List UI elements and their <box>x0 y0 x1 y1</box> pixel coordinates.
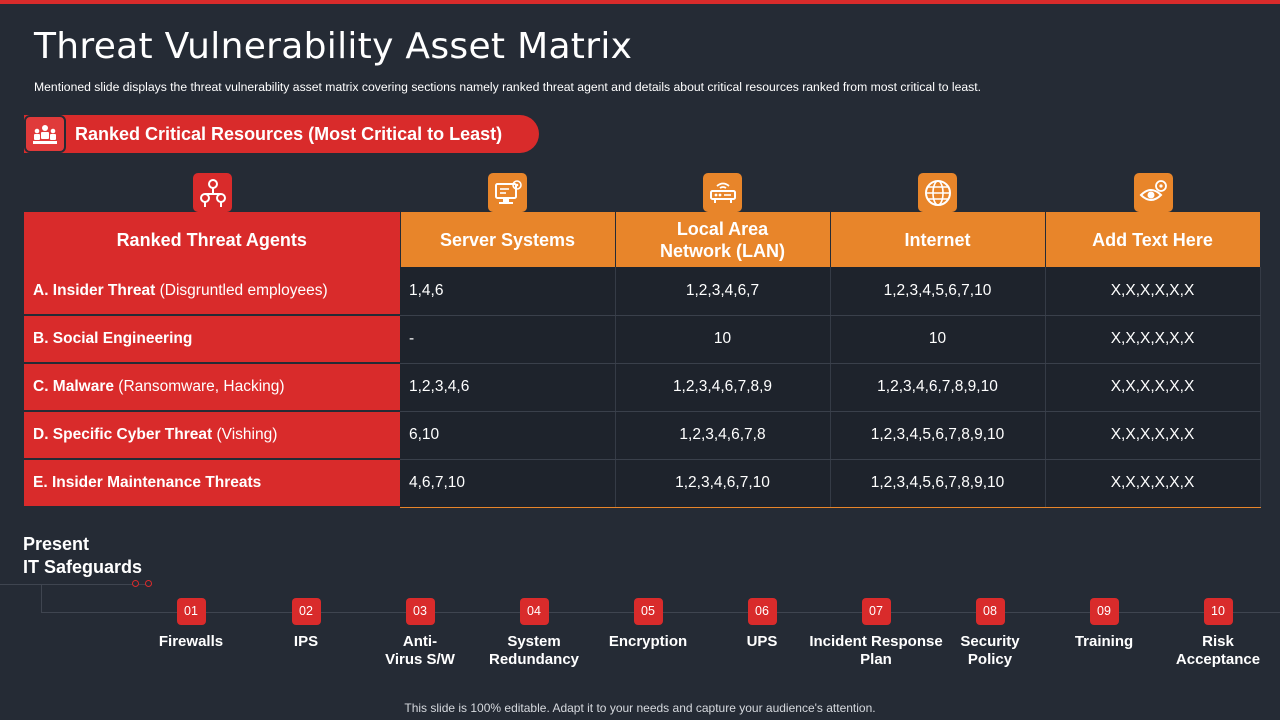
table-row: C. Malware (Ransomware, Hacking) 1,2,3,4… <box>24 363 1261 412</box>
threat-agent-cell: D. Specific Cyber Threat (Vishing) <box>24 411 400 460</box>
threat-agent-name: D. Specific Cyber Threat <box>33 426 213 443</box>
threat-agent-name: C. Malware <box>33 378 114 395</box>
footer-note: This slide is 100% editable. Adapt it to… <box>404 701 876 715</box>
header-add-text: Add Text Here <box>1045 212 1261 267</box>
step-number-badge: 06 <box>747 598 777 625</box>
value-cell: 1,2,3,4,6,7,8,9,10 <box>830 363 1046 412</box>
header-server-systems: Server Systems <box>400 212 616 267</box>
step-number-badge: 04 <box>519 598 549 625</box>
threat-agent-note: (Disgruntled employees) <box>155 281 328 299</box>
step-number-badge: 09 <box>1089 598 1119 625</box>
threat-agent-name: A. Insider Threat <box>33 281 156 299</box>
value-cell: X,X,X,X,X,X <box>1045 267 1261 316</box>
step-number-badge: 02 <box>291 598 321 625</box>
step-label: Risk Acceptance <box>1175 633 1261 668</box>
step-label: Security Policy <box>960 633 1020 668</box>
timeline-dot <box>132 580 139 587</box>
value-cell: 1,2,3,4,5,6,7,10 <box>830 267 1046 316</box>
timeline-connector <box>41 584 42 613</box>
safeguard-step: 06 UPS <box>692 598 832 651</box>
value-cell: 1,2,3,4,6 <box>400 363 616 412</box>
safeguard-step: 07 Incident Response Plan <box>806 598 946 669</box>
threat-agent-cell: E. Insider Maintenance Threats <box>24 459 400 508</box>
timeline-connector <box>0 584 152 585</box>
step-label: Anti-Virus S/W <box>385 633 455 668</box>
safeguard-step: 04 System Redundancy <box>464 598 604 669</box>
threat-agent-name: E. Insider Maintenance Threats <box>33 474 262 491</box>
value-cell: 1,2,3,4,6,7,8 <box>615 411 831 460</box>
timeline-dot <box>145 580 152 587</box>
value-cell: 1,2,3,4,5,6,7,8,9,10 <box>830 459 1046 508</box>
table-row: A. Insider Threat (Disgruntled employees… <box>24 267 1261 316</box>
value-cell: X,X,X,X,X,X <box>1045 459 1261 508</box>
safeguards-heading: Present IT Safeguards <box>23 533 142 579</box>
section-label: Ranked Critical Resources (Most Critical… <box>75 124 503 144</box>
threat-agent-cell: B. Social Engineering <box>24 315 400 364</box>
value-cell: - <box>400 315 616 364</box>
threat-agent-note: (Vishing) <box>212 426 278 443</box>
section-label-pill: Ranked Critical Resources (Most Critical… <box>24 115 539 153</box>
value-cell: 1,2,3,4,6,7 <box>615 267 831 316</box>
safeguards-heading-line1: Present <box>23 534 90 554</box>
step-number-badge: 08 <box>975 598 1005 625</box>
step-number-badge: 03 <box>405 598 435 625</box>
threat-agent-cell: A. Insider Threat (Disgruntled employees… <box>24 267 400 316</box>
step-label: Training <box>1074 633 1134 650</box>
value-cell: 1,4,6 <box>400 267 616 316</box>
threat-agent-name: B. Social Engineering <box>33 330 193 347</box>
value-cell: 10 <box>830 315 1046 364</box>
top-accent-bar <box>0 0 1280 4</box>
threat-asset-matrix: Ranked Threat Agents Server Systems Loca… <box>24 212 1261 508</box>
value-cell: X,X,X,X,X,X <box>1045 363 1261 412</box>
eye-gear-icon <box>1134 173 1173 212</box>
router-icon <box>703 173 742 212</box>
value-cell: X,X,X,X,X,X <box>1045 411 1261 460</box>
page-title: Threat Vulnerability Asset Matrix <box>34 26 633 67</box>
step-label: System Redundancy <box>488 633 579 668</box>
globe-icon <box>918 173 957 212</box>
threat-agent-cell: C. Malware (Ransomware, Hacking) <box>24 363 400 412</box>
step-number-badge: 05 <box>633 598 663 625</box>
step-label: Encryption <box>608 633 688 650</box>
page-subtitle: Mentioned slide displays the threat vuln… <box>34 80 982 94</box>
step-label: Firewalls <box>158 633 224 650</box>
step-number-badge: 10 <box>1203 598 1233 625</box>
step-number-badge: 07 <box>861 598 891 625</box>
safeguard-step: 05 Encryption <box>578 598 718 651</box>
step-label: IPS <box>293 633 319 650</box>
threat-agent-note: (Ransomware, Hacking) <box>113 378 285 395</box>
safeguard-step: 10 Risk Acceptance <box>1148 598 1280 669</box>
value-cell: 6,10 <box>400 411 616 460</box>
value-cell: 10 <box>615 315 831 364</box>
value-cell: X,X,X,X,X,X <box>1045 315 1261 364</box>
step-label: UPS <box>746 633 778 650</box>
safeguard-step: 03 Anti-Virus S/W <box>350 598 490 669</box>
header-lan-label: Local Area Network (LAN) <box>660 218 785 261</box>
safeguard-step: 02 IPS <box>236 598 376 651</box>
server-icon <box>488 173 527 212</box>
safeguards-heading-line2: IT Safeguards <box>23 557 143 577</box>
safeguard-step: 09 Training <box>1034 598 1174 651</box>
people-group-icon <box>24 115 66 153</box>
value-cell: 1,2,3,4,6,7,10 <box>615 459 831 508</box>
header-lan: Local Area Network (LAN) <box>615 212 831 267</box>
value-cell: 1,2,3,4,5,6,7,8,9,10 <box>830 411 1046 460</box>
value-cell: 4,6,7,10 <box>400 459 616 508</box>
matrix-header-row: Ranked Threat Agents Server Systems Loca… <box>24 212 1261 267</box>
safeguard-step: 08 Security Policy <box>920 598 1060 669</box>
table-row: E. Insider Maintenance Threats 4,6,7,10 … <box>24 459 1261 508</box>
step-label: Incident Response Plan <box>809 633 943 668</box>
threat-network-icon <box>193 173 232 212</box>
table-row: B. Social Engineering - 10 10 X,X,X,X,X,… <box>24 315 1261 364</box>
step-number-badge: 01 <box>176 598 206 625</box>
value-cell: 1,2,3,4,6,7,8,9 <box>615 363 831 412</box>
header-threat-agents: Ranked Threat Agents <box>24 212 401 267</box>
header-internet: Internet <box>830 212 1046 267</box>
safeguard-step: 01 Firewalls <box>121 598 261 651</box>
table-row: D. Specific Cyber Threat (Vishing) 6,10 … <box>24 411 1261 460</box>
